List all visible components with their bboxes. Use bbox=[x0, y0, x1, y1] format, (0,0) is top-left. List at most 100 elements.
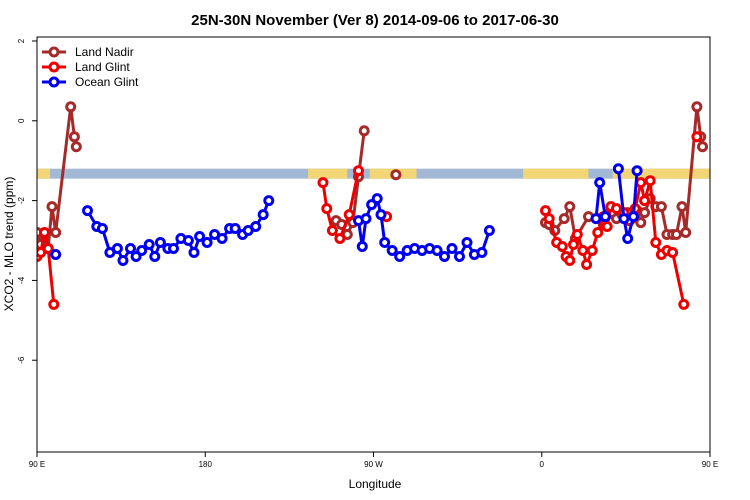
data-point bbox=[353, 165, 364, 177]
data-point bbox=[476, 247, 488, 258]
data-point bbox=[618, 213, 630, 225]
data-point bbox=[250, 221, 262, 232]
x-tick-label: 90 E bbox=[702, 460, 718, 469]
data-point bbox=[639, 195, 651, 207]
x-tick-label: 0 bbox=[540, 460, 545, 469]
data-point bbox=[594, 177, 606, 189]
data-point bbox=[125, 243, 136, 254]
x-tick-label: 180 bbox=[199, 460, 213, 469]
data-point bbox=[46, 201, 58, 213]
data-point bbox=[168, 243, 179, 254]
data-point bbox=[149, 251, 161, 262]
data-point bbox=[446, 243, 458, 254]
data-point bbox=[670, 229, 682, 240]
series-line bbox=[544, 179, 686, 305]
data-point bbox=[644, 175, 656, 187]
x-axis-label: Longitude bbox=[349, 477, 402, 491]
series-line bbox=[616, 168, 639, 240]
legend-marker bbox=[48, 61, 60, 73]
data-point bbox=[655, 201, 667, 213]
data-point bbox=[216, 233, 228, 244]
data-point bbox=[96, 223, 108, 234]
y-tick-label: 0 bbox=[17, 118, 26, 123]
data-point bbox=[188, 247, 200, 258]
data-point bbox=[82, 205, 93, 217]
legend-marker bbox=[48, 76, 60, 88]
data-point bbox=[431, 245, 443, 256]
data-point bbox=[321, 203, 333, 215]
data-point bbox=[691, 131, 703, 143]
data-point bbox=[635, 177, 647, 189]
data-point bbox=[263, 195, 275, 207]
data-point bbox=[386, 245, 398, 256]
data-point bbox=[556, 241, 568, 252]
y-tick-label: -2 bbox=[17, 197, 26, 205]
data-point bbox=[586, 245, 598, 256]
y-axis: 2 0 -2 -4 -6 bbox=[17, 38, 37, 364]
data-point bbox=[590, 213, 602, 225]
data-point bbox=[194, 231, 206, 242]
data-point bbox=[577, 245, 589, 256]
y-tick-label: 2 bbox=[17, 38, 26, 43]
data-point bbox=[356, 241, 368, 252]
data-point bbox=[461, 237, 473, 248]
legend-label: Ocean Glint bbox=[75, 75, 139, 89]
data-point bbox=[558, 213, 570, 225]
data-point bbox=[736, 251, 744, 259]
data-point bbox=[635, 217, 647, 229]
x-axis: 90 E 180 90 W 0 90 E bbox=[29, 452, 718, 469]
data-point bbox=[50, 227, 62, 238]
data-point bbox=[117, 255, 129, 266]
data-point bbox=[627, 211, 639, 223]
data-point bbox=[390, 169, 402, 181]
data-point bbox=[454, 251, 465, 262]
data-point bbox=[136, 245, 148, 256]
data-point bbox=[622, 233, 634, 244]
data-point bbox=[343, 209, 355, 221]
data-point bbox=[564, 255, 576, 266]
data-point bbox=[68, 131, 80, 143]
data-point bbox=[48, 298, 60, 310]
legend-item-land-nadir: Land Nadir bbox=[42, 45, 134, 59]
data-point bbox=[42, 243, 54, 254]
land-band-segment bbox=[612, 168, 710, 179]
data-point bbox=[229, 223, 241, 234]
plot-frame bbox=[36, 36, 711, 453]
data-point bbox=[639, 207, 651, 219]
data-point bbox=[601, 221, 613, 232]
data-point bbox=[592, 227, 604, 238]
series-layer bbox=[37, 101, 750, 310]
land-band-segment bbox=[37, 168, 51, 179]
legend-item-ocean-glint: Ocean Glint bbox=[42, 75, 139, 89]
x-tick-label: 90 W bbox=[364, 460, 383, 469]
data-point bbox=[143, 239, 155, 250]
data-point bbox=[182, 235, 194, 246]
data-point bbox=[568, 239, 579, 250]
data-point bbox=[358, 125, 370, 137]
data-point bbox=[371, 193, 383, 205]
data-point bbox=[691, 101, 703, 113]
legend-marker bbox=[48, 46, 60, 58]
data-point bbox=[543, 213, 555, 225]
data-point bbox=[612, 163, 624, 175]
chart-title: 25N-30N November (Ver 8) 2014-09-06 to 2… bbox=[191, 12, 559, 29]
data-point bbox=[257, 209, 269, 221]
data-point bbox=[730, 227, 738, 235]
data-point bbox=[65, 101, 77, 113]
data-point bbox=[375, 209, 387, 221]
data-point bbox=[360, 213, 372, 225]
data-point bbox=[599, 211, 611, 223]
data-point bbox=[680, 227, 692, 238]
data-point bbox=[725, 221, 733, 229]
data-point bbox=[70, 141, 82, 153]
data-point bbox=[483, 225, 495, 236]
data-point bbox=[571, 229, 583, 240]
data-point bbox=[667, 247, 679, 258]
data-point bbox=[154, 237, 166, 248]
data-point bbox=[676, 201, 688, 213]
data-point bbox=[742, 247, 750, 255]
data-point bbox=[326, 225, 338, 236]
data-point bbox=[317, 177, 329, 189]
data-point bbox=[201, 237, 213, 248]
